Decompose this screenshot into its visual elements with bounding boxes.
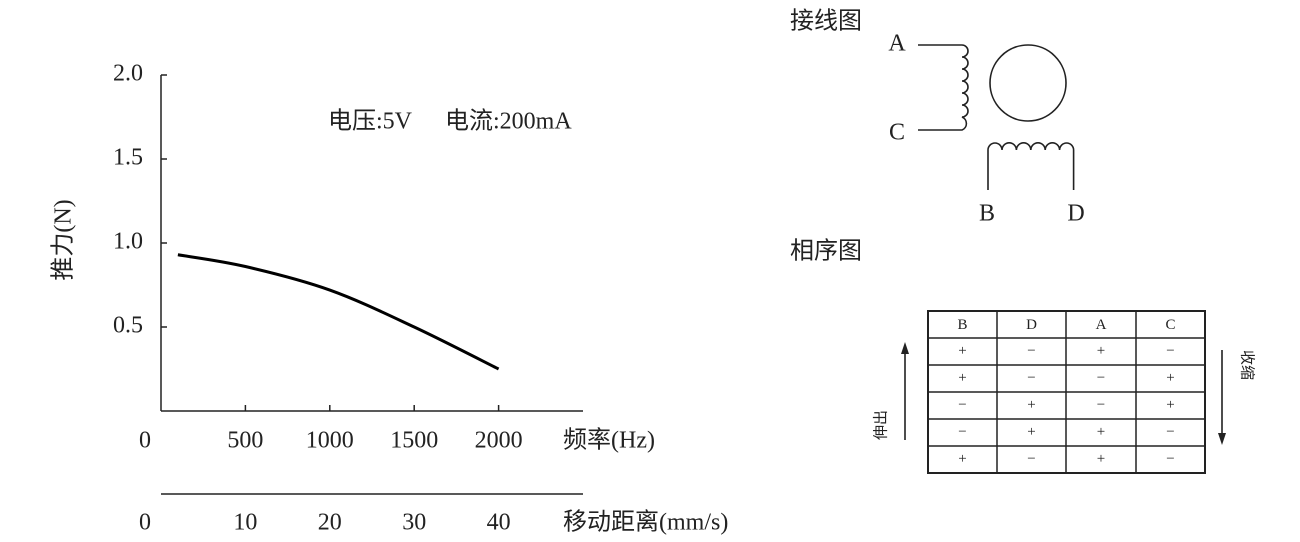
arrow-head (901, 342, 909, 354)
table-cell: − (1027, 451, 1035, 467)
terminal-label: B (979, 201, 995, 227)
wiring (918, 44, 1075, 190)
table-cell: − (1166, 424, 1174, 440)
table-cell: − (958, 424, 966, 440)
annotation: 电压:5V (328, 108, 413, 135)
table-cell: + (1097, 343, 1105, 359)
x-tick-label: 1000 (306, 428, 354, 454)
curve (177, 253, 500, 371)
table-cell: + (1097, 451, 1105, 467)
x2-tick-label: 0 (139, 510, 151, 536)
table-cell: + (958, 370, 966, 386)
x2-tick-label: 30 (402, 510, 426, 536)
table-cell: − (1097, 370, 1105, 386)
down-label: 收缩 (1239, 350, 1256, 380)
y-tick-label: 2.0 (113, 61, 143, 87)
table-cell: − (1166, 451, 1174, 467)
x-tick-label: 0 (139, 428, 151, 454)
table-header: B (957, 317, 967, 333)
table-header: D (1026, 317, 1037, 333)
table-cell: + (958, 343, 966, 359)
x-axis-label: 频率(Hz) (563, 427, 655, 454)
table-cell: + (1166, 370, 1174, 386)
coil-ac (918, 44, 969, 131)
table-cell: − (958, 397, 966, 413)
table-cell: + (1027, 424, 1035, 440)
table-cell: − (1097, 397, 1105, 413)
table-header: A (1096, 317, 1107, 333)
x-tick-label: 1500 (390, 428, 438, 454)
y-tick-label: 1.5 (113, 145, 143, 171)
x-tick-label: 2000 (475, 428, 523, 454)
table-cell: + (1097, 424, 1105, 440)
x-tick-label: 500 (227, 428, 263, 454)
rotor (989, 44, 1067, 122)
table-header: C (1165, 317, 1175, 333)
arrow-head (1218, 433, 1226, 445)
x2-tick-label: 40 (487, 510, 511, 536)
annotation: 电流:200mA (445, 108, 572, 135)
terminal-label: A (888, 31, 906, 57)
table-cell: − (1166, 343, 1174, 359)
table-cell: + (1027, 397, 1035, 413)
table-cell: + (1166, 397, 1174, 413)
table-cell: − (1027, 370, 1035, 386)
y-tick-label: 1.0 (113, 229, 143, 255)
terminal-label: C (889, 120, 905, 146)
table-cell: − (1027, 343, 1035, 359)
x2-tick-label: 20 (318, 510, 342, 536)
y-tick-label: 0.5 (113, 313, 143, 339)
table-cell: + (958, 451, 966, 467)
table-title: 相序图 (790, 238, 862, 265)
up-label: 伸出 (872, 410, 889, 440)
coil-bd (987, 142, 1075, 190)
y-axis-label: 推力(N) (50, 199, 77, 280)
x2-axis-label: 移动距离(mm/s) (563, 509, 728, 536)
terminal-label: D (1067, 201, 1084, 227)
diagram-title: 接线图 (790, 8, 862, 35)
x2-tick-label: 10 (233, 510, 257, 536)
